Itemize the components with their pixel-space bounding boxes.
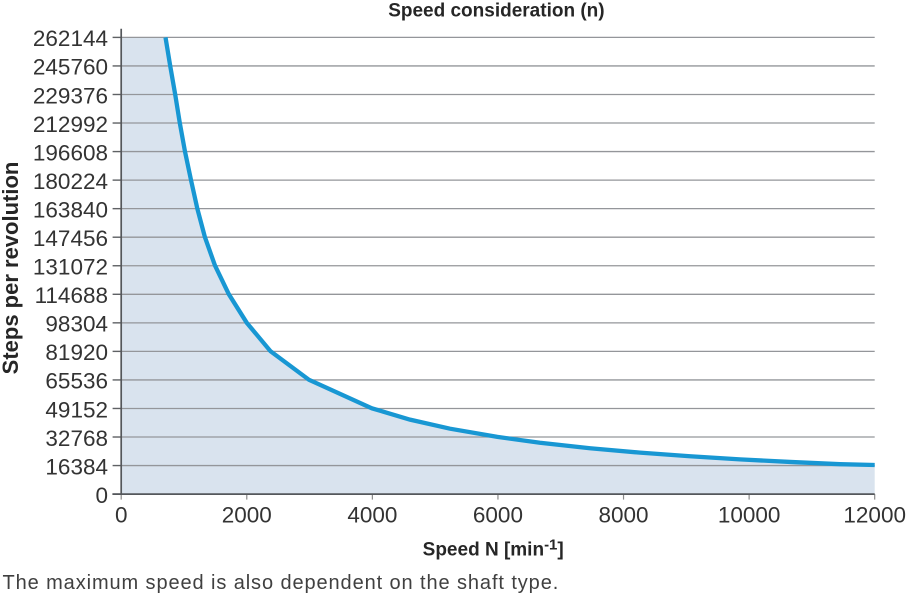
svg-text:180224: 180224 <box>33 169 108 194</box>
svg-text:10000: 10000 <box>718 503 781 528</box>
svg-text:147456: 147456 <box>33 226 108 251</box>
svg-text:114688: 114688 <box>35 283 108 308</box>
svg-text:212992: 212992 <box>33 112 108 137</box>
svg-text:98304: 98304 <box>45 312 108 337</box>
svg-text:6000: 6000 <box>473 503 523 528</box>
svg-text:131072: 131072 <box>33 255 108 280</box>
svg-text:Speed consideration (n): Speed consideration (n) <box>388 0 604 21</box>
svg-text:81920: 81920 <box>45 340 108 365</box>
svg-text:12000: 12000 <box>843 503 906 528</box>
svg-text:65536: 65536 <box>45 369 108 394</box>
svg-text:Speed N [min-1]: Speed N [min-1] <box>423 536 564 560</box>
svg-text:8000: 8000 <box>598 503 648 528</box>
svg-text:229376: 229376 <box>33 83 108 108</box>
svg-text:245760: 245760 <box>33 55 108 80</box>
svg-text:49152: 49152 <box>45 397 108 422</box>
svg-text:Steps per revolution: Steps per revolution <box>0 162 23 375</box>
svg-text:16384: 16384 <box>45 454 108 479</box>
svg-text:262144: 262144 <box>33 26 108 51</box>
svg-text:32768: 32768 <box>45 426 108 451</box>
svg-text:163840: 163840 <box>33 197 108 222</box>
svg-text:4000: 4000 <box>347 503 397 528</box>
svg-text:0: 0 <box>115 503 128 528</box>
svg-text:0: 0 <box>95 483 108 508</box>
svg-text:196608: 196608 <box>33 140 108 165</box>
svg-text:The maximum speed is also depe: The maximum speed is also dependent on t… <box>3 572 560 594</box>
svg-text:2000: 2000 <box>222 503 272 528</box>
